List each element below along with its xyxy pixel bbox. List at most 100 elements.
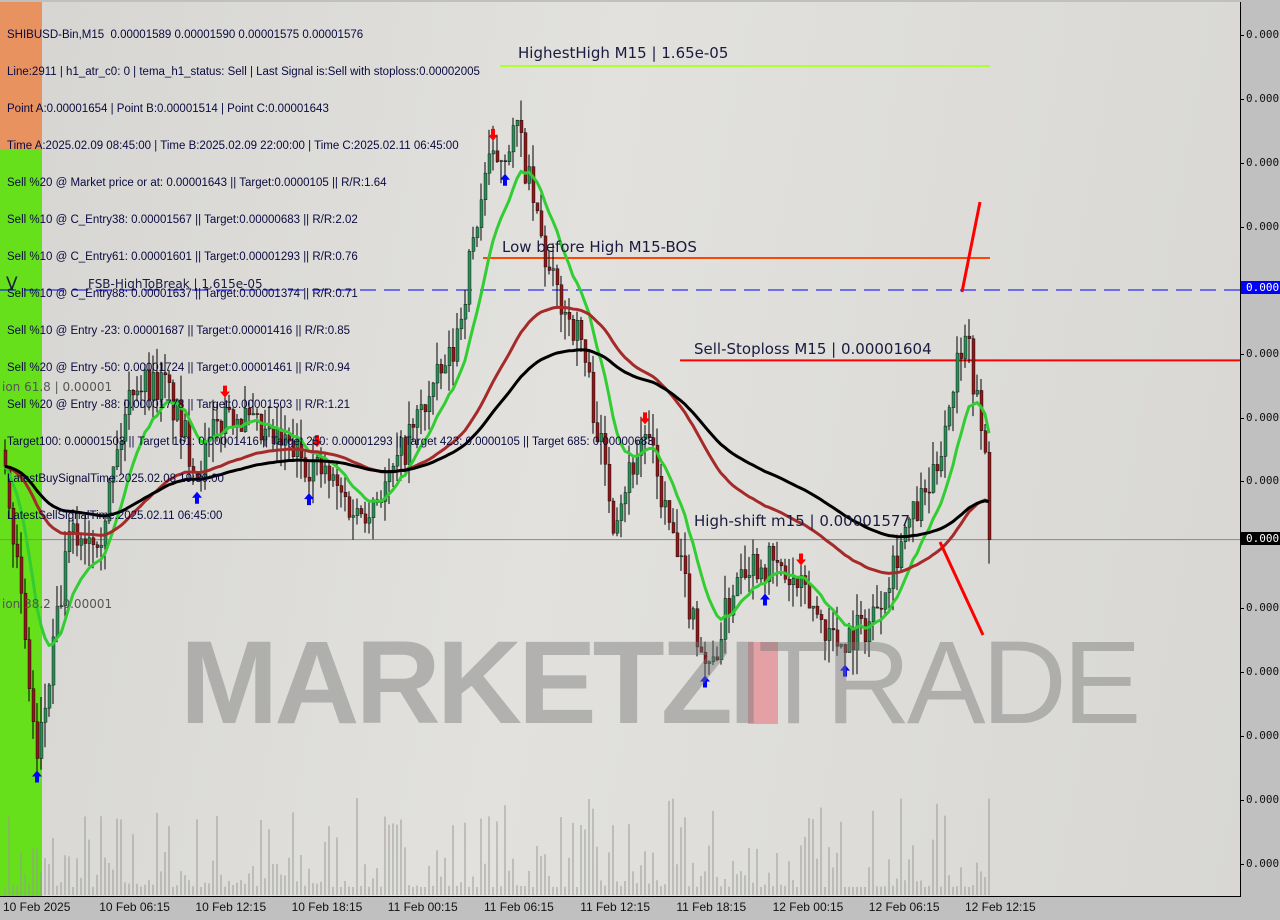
candle-body [831, 628, 836, 631]
candle-body [795, 578, 800, 588]
candle-body [911, 501, 916, 520]
candle-body [923, 488, 928, 493]
info-line: LatestSellSignalTime:2025.02.11 06:45:00 [7, 510, 223, 522]
candle-body [903, 526, 908, 543]
candle-body [435, 364, 440, 384]
candle-body [883, 592, 888, 610]
candle-body [255, 413, 260, 415]
candle-body [895, 555, 900, 568]
candle-body [699, 646, 704, 653]
candle-body [847, 627, 852, 653]
candle-body [95, 544, 100, 548]
info-line: Sell %10 @ C_Entry61: 0.00001601 || Targ… [7, 251, 358, 263]
buy-arrow-icon [500, 173, 510, 186]
price-tick-label: 0.000 [1246, 857, 1280, 870]
sell-arrow-icon [488, 128, 498, 141]
time-tick-label: 10 Feb 12:15 [195, 900, 267, 914]
candle-body [419, 404, 424, 410]
candle-body [871, 606, 876, 623]
candle-body [251, 413, 256, 416]
candle-body [395, 455, 400, 467]
chart-plot-area[interactable]: MARKETZITRADE SHIBUSD-Bin,M15 0.00001589… [0, 2, 1241, 897]
candle-body [63, 551, 68, 606]
candle-body [659, 475, 664, 508]
candle-body [915, 501, 920, 521]
candle-body [167, 374, 172, 383]
buy-zone [0, 2, 42, 896]
candle-body [151, 372, 156, 401]
candle-body [355, 508, 360, 516]
candle-body [443, 365, 448, 374]
candle-body [735, 577, 740, 597]
candle-body [591, 371, 596, 423]
candle-body [963, 335, 968, 359]
candle-body [627, 462, 632, 493]
candle-body [807, 584, 812, 609]
candle-body [655, 444, 660, 477]
price-tick-label: 0.000 [1246, 601, 1280, 614]
candle-body [667, 500, 672, 523]
candle-body [27, 639, 32, 689]
low-before-high-label: Low before High M15-BOS [502, 238, 697, 256]
candle-body [363, 513, 368, 524]
candle-body [707, 661, 712, 664]
sell-arrow-icon [796, 553, 806, 566]
candle-body [551, 268, 556, 271]
candle-body [683, 555, 688, 574]
candle-body [931, 464, 936, 493]
candle-body [947, 407, 952, 427]
candle-body [791, 578, 796, 586]
candle-body [743, 569, 748, 578]
candle-body [539, 210, 544, 237]
buy-arrow-icon [192, 491, 202, 504]
info-line: Sell %20 @ Market price or at: 0.0000164… [7, 177, 387, 189]
candle-body [99, 544, 104, 548]
candle-body [51, 636, 56, 686]
candle-body [563, 312, 568, 315]
price-tick [1240, 35, 1244, 36]
watermark-accent [748, 642, 778, 724]
current-price-tag: 0.000 [1241, 531, 1280, 545]
info-line: Sell %10 @ C_Entry88: 0.00001637 || Targ… [7, 288, 358, 300]
price-tick [1240, 608, 1244, 609]
candle-body [747, 575, 752, 578]
candle-body [35, 721, 40, 759]
price-tick-label: 0.000 [1246, 156, 1280, 169]
candle-body [79, 538, 84, 546]
time-tick-label: 12 Feb 12:15 [965, 900, 1036, 914]
fib-61-label: ion 61.8 | 0.00001 [2, 380, 113, 394]
candle-body [811, 605, 816, 609]
candle-body [123, 414, 128, 442]
candle-body [599, 433, 604, 443]
candle-body [639, 439, 644, 456]
candle-body [383, 481, 388, 502]
candle-body [19, 556, 24, 594]
price-tick-label: 0.000 [1246, 474, 1280, 487]
candle-body [467, 251, 472, 305]
price-tick-label: 0.000 [1246, 665, 1280, 678]
candle-body [739, 569, 744, 578]
candle-body [619, 503, 624, 521]
candle-body [519, 119, 524, 133]
candle-body [687, 573, 692, 620]
candle-body [679, 555, 684, 558]
candle-body [907, 518, 912, 528]
price-tick [1240, 354, 1244, 355]
candle-body [571, 319, 576, 341]
candle-body [475, 227, 480, 238]
candle-body [183, 420, 188, 437]
info-line: Point A:0.00001654 | Point B:0.00001514 … [7, 103, 329, 115]
candle-body [971, 338, 976, 395]
candle-body [987, 452, 992, 540]
candle-body [283, 434, 288, 446]
time-tick-label: 10 Feb 06:15 [99, 900, 170, 914]
candle-body [555, 268, 560, 285]
info-line: Line:2911 | h1_atr_c0: 0 | tema_h1_statu… [7, 66, 480, 78]
candle-body [787, 579, 792, 586]
candle-body [431, 382, 436, 397]
candle-body [575, 320, 580, 341]
candle-body [595, 422, 600, 443]
candle-body [927, 491, 932, 494]
candle-body [163, 372, 168, 376]
price-tick [1240, 672, 1244, 673]
